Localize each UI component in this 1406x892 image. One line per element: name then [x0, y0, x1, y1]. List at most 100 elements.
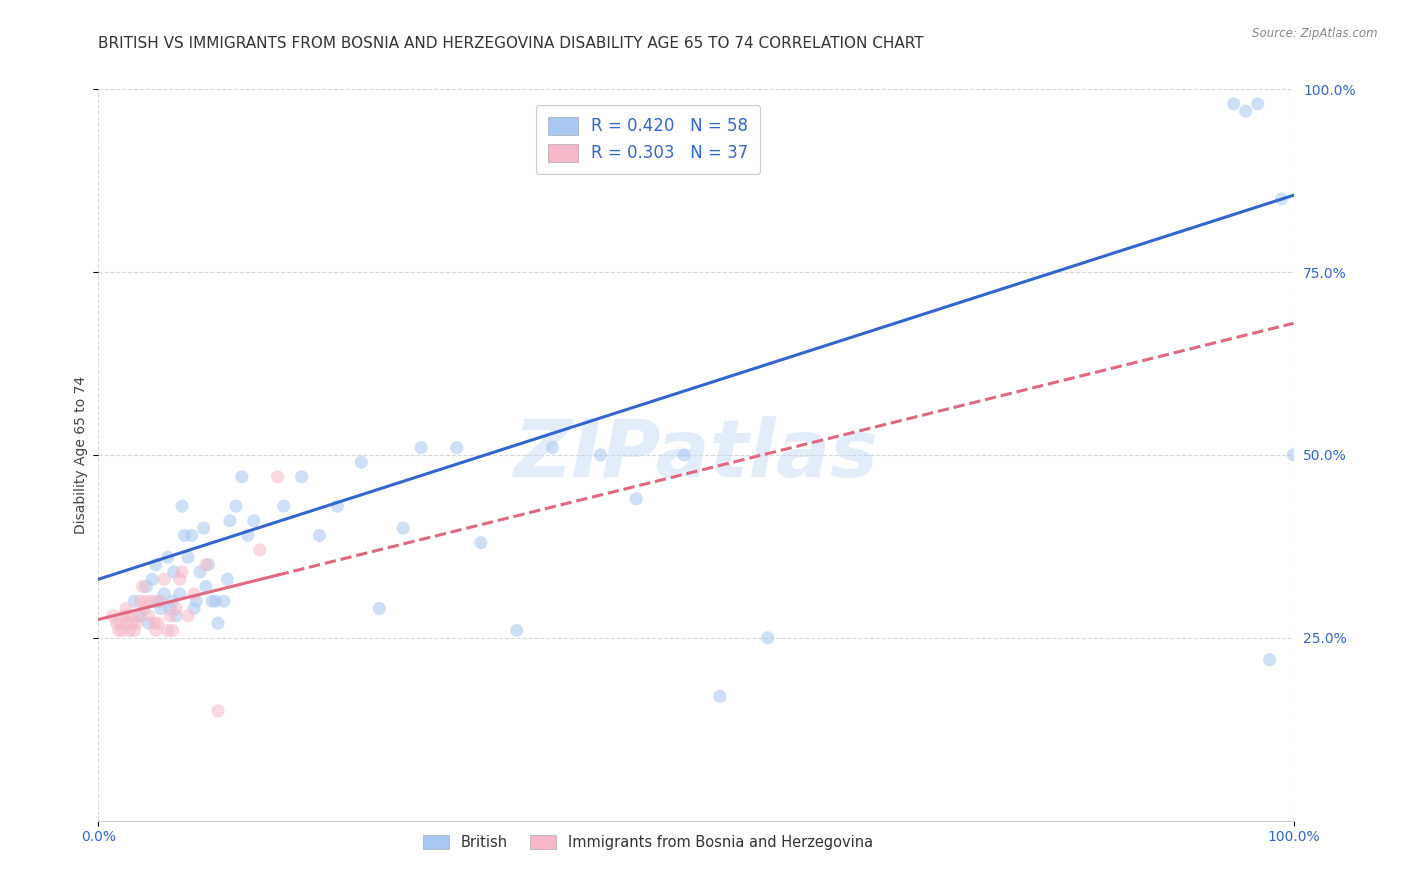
Point [470, 535, 492, 549]
Point [225, 499, 247, 513]
Point [273, 499, 295, 513]
Point [135, 594, 157, 608]
Point [125, 616, 148, 631]
Point [204, 594, 226, 608]
Point [149, 601, 172, 615]
Point [195, 580, 218, 594]
Point [163, 565, 186, 579]
Point [195, 558, 218, 572]
Point [626, 491, 648, 506]
Point [153, 587, 176, 601]
Point [141, 572, 163, 586]
Point [138, 616, 160, 631]
Point [236, 528, 259, 542]
Point [156, 550, 179, 565]
Point [121, 616, 143, 631]
Point [267, 470, 290, 484]
Point [1271, 192, 1294, 206]
Point [756, 631, 779, 645]
Point [411, 441, 433, 455]
Point [188, 565, 211, 579]
Point [186, 594, 208, 608]
Point [165, 601, 187, 615]
Point [114, 608, 136, 623]
Point [183, 601, 205, 615]
Point [589, 448, 612, 462]
Point [145, 558, 167, 572]
Point [169, 572, 191, 586]
Point [197, 558, 219, 572]
Point [172, 499, 194, 513]
Point [673, 448, 696, 462]
Point [177, 550, 200, 565]
Point [101, 608, 124, 623]
Legend: British, Immigrants from Bosnia and Herzegovina: British, Immigrants from Bosnia and Herz… [416, 828, 880, 857]
Point [291, 470, 314, 484]
Text: ZIPatlas: ZIPatlas [513, 416, 879, 494]
Text: BRITISH VS IMMIGRANTS FROM BOSNIA AND HERZEGOVINA DISABILITY AGE 65 TO 74 CORREL: BRITISH VS IMMIGRANTS FROM BOSNIA AND HE… [98, 36, 924, 51]
Point [169, 587, 191, 601]
Point [148, 594, 170, 608]
Y-axis label: Disability Age 65 to 74: Disability Age 65 to 74 [75, 376, 89, 534]
Point [326, 499, 349, 513]
Point [1234, 104, 1257, 119]
Point [138, 608, 160, 623]
Point [131, 580, 153, 594]
Point [132, 601, 155, 615]
Point [141, 594, 163, 608]
Point [183, 587, 205, 601]
Point [145, 624, 167, 638]
Point [153, 572, 176, 586]
Point [115, 601, 138, 615]
Point [709, 690, 731, 704]
Point [249, 543, 271, 558]
Point [541, 441, 564, 455]
Point [111, 624, 134, 638]
Point [135, 580, 157, 594]
Point [162, 624, 184, 638]
Point [129, 608, 152, 623]
Point [127, 608, 149, 623]
Point [193, 521, 215, 535]
Point [156, 624, 179, 638]
Point [1247, 96, 1270, 111]
Point [159, 601, 181, 615]
Point [124, 594, 146, 608]
Point [243, 514, 266, 528]
Point [143, 616, 166, 631]
Point [368, 601, 391, 615]
Point [124, 624, 146, 638]
Point [180, 528, 202, 542]
Point [1282, 448, 1305, 462]
Point [149, 594, 172, 608]
Point [207, 704, 229, 718]
Point [1258, 653, 1281, 667]
Point [231, 470, 253, 484]
Point [162, 594, 184, 608]
Point [148, 616, 170, 631]
Point [159, 608, 181, 623]
Point [105, 616, 128, 631]
Point [1223, 96, 1246, 111]
Point [308, 528, 330, 542]
Text: Source: ZipAtlas.com: Source: ZipAtlas.com [1253, 27, 1378, 40]
Point [108, 616, 131, 631]
Point [118, 624, 141, 638]
Point [506, 624, 529, 638]
Point [172, 565, 194, 579]
Point [201, 594, 224, 608]
Point [217, 572, 239, 586]
Point [446, 441, 468, 455]
Point [212, 594, 235, 608]
Point [107, 624, 129, 638]
Point [129, 594, 152, 608]
Point [173, 528, 195, 542]
Point [177, 608, 200, 623]
Point [165, 608, 187, 623]
Point [117, 608, 139, 623]
Point [350, 455, 373, 469]
Point [207, 616, 229, 631]
Point [219, 514, 242, 528]
Point [115, 616, 138, 631]
Point [392, 521, 415, 535]
